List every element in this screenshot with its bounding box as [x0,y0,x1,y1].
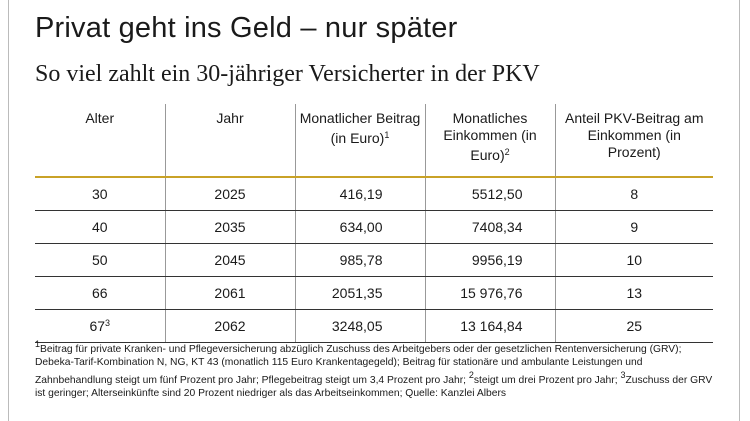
cell-text: 40 [91,219,108,235]
table-cell: 7408,34 [424,210,555,244]
cell-text: 3248,05 [331,318,383,334]
cell-text: 416,19 [339,186,383,202]
cell-text: 13 [626,285,643,301]
table-cell: 2061 [164,276,295,310]
table-cell: 13 164,84 [424,309,555,343]
cell-text: 9956,19 [471,252,523,268]
table-cell: 9956,19 [424,243,555,277]
table-cell: 2051,35 [294,276,425,310]
footnotes: 1Beitrag für private Kranken- und Pflege… [35,338,715,400]
page: Privat geht ins Geld – nur später So vie… [8,0,740,421]
cell-text: Anteil PKV-Beitrag am Einkommen (in Proz… [564,110,704,160]
table-cell: 25 [554,309,713,343]
table-cell: 40 [35,210,165,244]
cell-text: 66 [91,285,108,301]
footnote-marker: 1 [35,339,41,349]
table-cell: 30 [35,177,165,211]
footnote-text: steigt um drei Prozent pro Jahr; [473,375,618,386]
footnote-marker: 2 [468,370,474,380]
table: Alter Jahr Monatlicher Beitrag (in Euro)1 M… [35,104,713,343]
column-header: Monatliches Einkommen (in Euro)2 [424,104,555,177]
cell-text: 50 [91,252,108,268]
table-body: 30 2025 416,19 5512,50 8 40 2035 634,00 7408,34 9… [35,177,713,343]
cell-text: 2045 [214,252,246,268]
cell-text: 10 [626,252,643,268]
table-cell: 985,78 [294,243,425,277]
table-cell: 9 [554,210,713,244]
cell-text: Jahr [216,110,244,126]
title: Privat geht ins Geld – nur später [35,12,458,44]
table-cell: 2025 [164,177,295,211]
table-cell: 2035 [164,210,295,244]
superscript: 1 [384,130,390,140]
footnote-text: Beitrag für private Kranken- und Pflegev… [35,344,682,386]
cell-text: 2051,35 [331,285,383,301]
column-header: Monatlicher Beitrag (in Euro)1 [294,104,425,177]
cell-text: 8 [630,186,639,202]
table-cell: 634,00 [294,210,425,244]
cell-text: 634,00 [339,219,383,235]
column-header: Jahr [164,104,295,177]
cell-text: 13 164,84 [460,318,523,334]
table-cell: 66 [35,276,165,310]
table-row: 30 2025 416,19 5512,50 8 [35,177,713,211]
cell-text: 15 976,76 [460,285,523,301]
cell-text: 2062 [214,318,246,334]
cell-text: 9 [630,219,639,235]
superscript: 2 [504,147,510,157]
table-row: 40 2035 634,00 7408,34 9 [35,210,713,244]
cell-text: 985,78 [339,252,383,268]
table-cell: 2062 [164,309,295,343]
cell-text: 2035 [214,219,246,235]
cell-text: 30 [91,186,108,202]
column-header: Anteil PKV-Beitrag am Einkommen (in Proz… [554,104,713,177]
table-row: 673 2062 3248,05 13 164,84 25 [35,309,713,343]
cell-text: Monatlicher Beitrag (in Euro) [299,110,421,146]
cell-text: Monatliches Einkommen (in Euro) [443,110,537,163]
table-cell: 416,19 [294,177,425,211]
superscript: 3 [105,318,111,328]
footnote-marker: 3 [620,370,626,380]
cell-text: 2025 [214,186,246,202]
table-cell: 673 [35,309,165,343]
table-cell: 3248,05 [294,309,425,343]
table-row: 50 2045 985,78 9956,19 10 [35,243,713,277]
footnote-text: Zuschuss der GRV ist geringer; Altersein… [35,375,713,399]
cell-text: 5512,50 [471,186,523,202]
table-cell: 15 976,76 [424,276,555,310]
column-header: Alter [35,104,165,177]
table-cell: 5512,50 [424,177,555,211]
cell-text: 25 [626,318,643,334]
table-cell: 50 [35,243,165,277]
table-cell: 10 [554,243,713,277]
subtitle: So viel zahlt ein 30-jähriger Versichert… [35,61,540,87]
table-cell: 13 [554,276,713,310]
table-row: 66 2061 2051,35 15 976,76 13 [35,276,713,310]
cell-text: 2061 [214,285,246,301]
cell-text: 67 [89,318,106,334]
header-row: Alter Jahr Monatlicher Beitrag (in Euro)1 M… [35,104,713,177]
cell-text: 7408,34 [471,219,523,235]
cell-text: Alter [85,110,115,126]
table-cell: 8 [554,177,713,211]
table-cell: 2045 [164,243,295,277]
